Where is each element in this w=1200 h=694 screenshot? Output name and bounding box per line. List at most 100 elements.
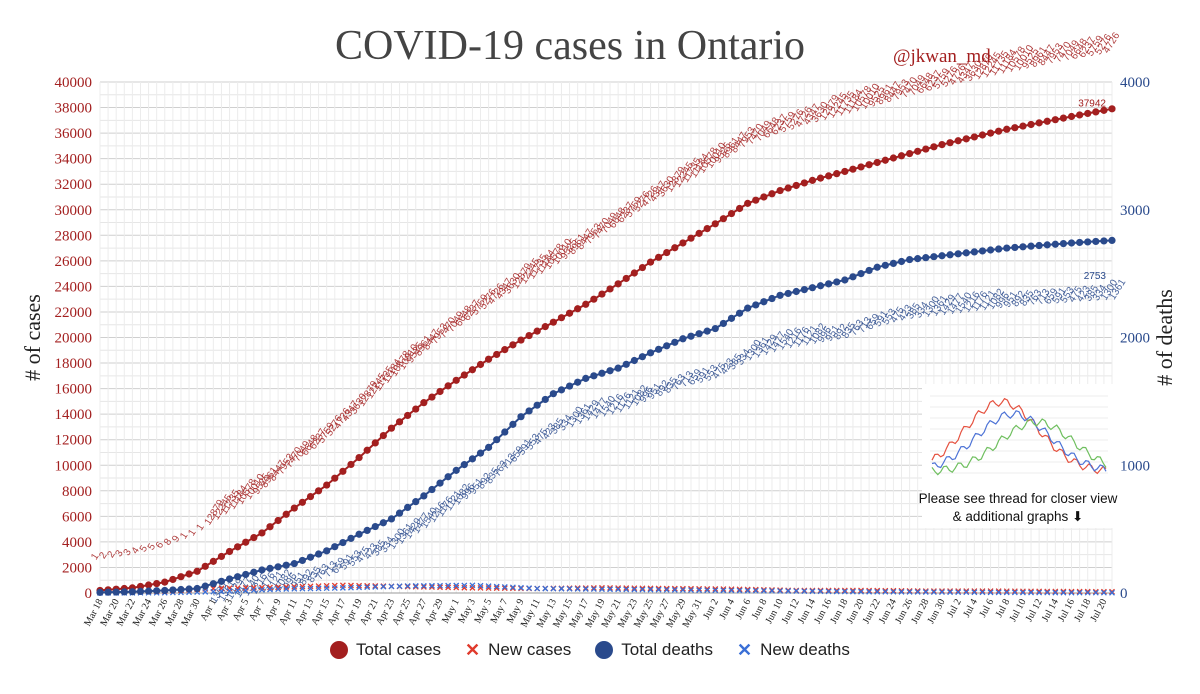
new-deaths-point xyxy=(752,587,759,594)
total-cases-point xyxy=(825,172,833,180)
total-deaths-point xyxy=(752,301,760,309)
total-deaths-point xyxy=(687,332,695,340)
new-deaths-point xyxy=(283,586,290,592)
total-deaths-point xyxy=(857,270,865,278)
total-deaths-point xyxy=(161,586,169,595)
total-deaths-point xyxy=(897,257,906,266)
total-deaths-point xyxy=(598,369,606,377)
new-cases-point xyxy=(752,586,759,593)
total-deaths-point xyxy=(444,473,452,481)
total-cases-point xyxy=(363,446,371,454)
new-cases-point xyxy=(849,587,856,594)
total-deaths-point xyxy=(565,382,574,390)
new-cases-point xyxy=(258,584,265,591)
total-cases-point xyxy=(379,431,387,440)
total-cases-point xyxy=(744,199,752,207)
total-deaths-point xyxy=(792,287,800,296)
new-cases-point xyxy=(914,588,921,594)
new-deaths-point xyxy=(914,588,921,595)
new-deaths-point xyxy=(1084,589,1091,596)
x-tick-label: Jul 4 xyxy=(961,597,980,619)
total-cases-point xyxy=(185,570,193,578)
new-deaths-point xyxy=(590,586,597,593)
total-deaths-point xyxy=(144,587,153,595)
new-cases-point xyxy=(1044,588,1051,595)
total-cases-point xyxy=(703,224,711,233)
x-tick-label: Jul 20 xyxy=(1088,597,1109,624)
y-tick-label: 8000 xyxy=(62,484,92,500)
total-deaths-point xyxy=(1011,243,1019,252)
new-deaths-point xyxy=(939,589,945,596)
new-cases-point xyxy=(1019,588,1026,595)
total-deaths-point xyxy=(485,443,493,451)
total-cases-point xyxy=(946,139,954,147)
new-cases-point xyxy=(744,586,751,593)
total-deaths-point xyxy=(679,335,687,343)
x-tick-label: Jun 4 xyxy=(717,597,737,621)
new-deaths-point xyxy=(1036,589,1043,596)
new-deaths-point xyxy=(639,586,646,593)
y-tick-label: 32000 xyxy=(55,177,93,193)
total-cases-point xyxy=(606,285,614,293)
total-deaths-point xyxy=(339,538,347,547)
new-deaths-point xyxy=(930,589,937,595)
y-tick-label: 34000 xyxy=(55,152,93,168)
total-deaths-point xyxy=(735,309,744,317)
total-cases-point xyxy=(719,215,727,223)
new-deaths-point xyxy=(1044,589,1051,596)
total-cases-point xyxy=(161,578,169,586)
new-deaths-point xyxy=(647,586,654,593)
deaths-end-label: 2753 xyxy=(1084,271,1107,282)
y-tick-label: 30000 xyxy=(55,203,93,219)
total-deaths-point xyxy=(922,254,930,262)
new-deaths-point xyxy=(963,589,970,596)
new-cases-point xyxy=(323,582,330,589)
new-cases-point xyxy=(971,588,978,595)
total-cases-point xyxy=(630,269,638,277)
total-deaths-point xyxy=(331,543,339,551)
total-cases-point xyxy=(792,181,800,190)
new-deaths-point xyxy=(760,587,767,594)
total-deaths-point xyxy=(719,319,727,328)
new-cases-point xyxy=(671,585,678,592)
total-deaths-point xyxy=(1035,241,1043,250)
y-tick-label: 24000 xyxy=(55,279,93,295)
total-cases-point xyxy=(622,274,630,283)
new-cases-point xyxy=(356,582,363,589)
new-deaths-point xyxy=(453,582,460,589)
new-deaths-point xyxy=(339,584,346,591)
total-deaths-point xyxy=(906,255,914,264)
total-deaths-point xyxy=(873,263,881,271)
total-cases-point xyxy=(655,253,663,261)
total-cases-point xyxy=(452,376,460,384)
total-cases-point xyxy=(468,366,477,374)
legend-swatch-dot xyxy=(595,641,614,659)
total-deaths-point xyxy=(104,588,112,596)
inset-mini-chart xyxy=(930,395,1108,476)
total-deaths-point xyxy=(881,261,889,269)
total-deaths-point xyxy=(112,588,120,596)
total-deaths-point xyxy=(865,266,873,275)
total-deaths-point xyxy=(509,420,517,428)
total-cases-point xyxy=(549,318,557,326)
total-cases-point xyxy=(816,174,825,182)
total-deaths-point xyxy=(1076,238,1084,247)
new-cases-point xyxy=(1084,588,1091,595)
new-cases-point xyxy=(874,587,881,594)
total-cases-point xyxy=(339,467,347,475)
new-cases-point xyxy=(477,585,484,591)
new-cases-point xyxy=(1060,588,1067,595)
y2-tick-label: 4000 xyxy=(1120,75,1150,91)
total-deaths-point xyxy=(744,304,752,312)
new-deaths-point xyxy=(1003,589,1010,596)
total-deaths-point xyxy=(655,345,663,353)
new-deaths-point xyxy=(801,588,808,595)
new-deaths-point xyxy=(663,586,670,593)
legend-item-new-deaths: ✕ New deaths xyxy=(737,640,850,660)
new-cases-point xyxy=(1003,588,1010,595)
cases-data-label: 4 xyxy=(130,545,143,556)
new-deaths-point xyxy=(866,588,873,595)
new-deaths-point xyxy=(777,587,784,594)
x-tick-label: Jul 2 xyxy=(945,597,964,619)
